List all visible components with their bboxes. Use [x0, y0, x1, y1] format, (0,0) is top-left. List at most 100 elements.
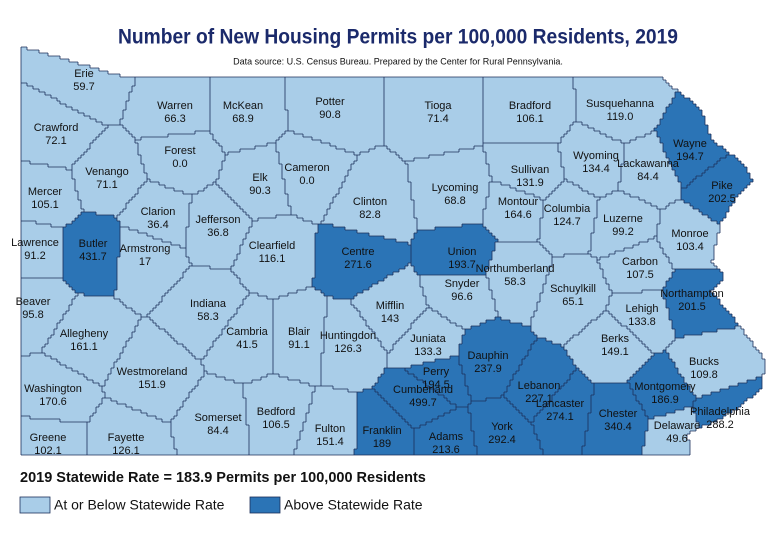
county	[147, 266, 249, 359]
county-value: 58.3	[504, 276, 525, 288]
county-name: Venango	[85, 166, 128, 178]
county-value: 119.0	[607, 111, 634, 123]
county-name: Fayette	[108, 432, 145, 444]
county	[483, 182, 543, 242]
county-name: Lawrence	[11, 237, 59, 249]
county	[420, 275, 498, 329]
statewide-unit: Permits per 100,000 Residents	[216, 470, 426, 486]
county	[117, 179, 192, 248]
county-name: Clarion	[141, 206, 176, 218]
county-value: 90.3	[249, 185, 270, 197]
county-name: Bucks	[689, 356, 719, 368]
county	[216, 143, 291, 221]
county-name: Susquehanna	[586, 98, 655, 110]
county	[666, 326, 765, 398]
county-value: 193.7	[448, 259, 476, 271]
county-value: 41.5	[236, 339, 257, 351]
county	[231, 215, 318, 299]
statewide-rate: 2019 Statewide Rate = 183.9 Permits per …	[20, 470, 426, 486]
county-value: 340.4	[604, 421, 632, 433]
county-name: Cambria	[226, 326, 268, 338]
county-name: Westmoreland	[117, 366, 188, 378]
county-name: Crawford	[34, 122, 79, 134]
county-name: Franklin	[362, 425, 401, 437]
county-value: 194.5	[422, 379, 450, 391]
county-name: Fulton	[315, 423, 346, 435]
county-name: Luzerne	[603, 213, 643, 225]
county-name: Wyoming	[573, 150, 619, 162]
county-name: Mifflin	[376, 300, 405, 312]
county	[321, 146, 417, 245]
county	[627, 350, 696, 419]
county-name: Adams	[429, 431, 464, 443]
county-value: 151.4	[316, 436, 344, 448]
county	[681, 155, 753, 224]
county-value: 71.4	[427, 113, 448, 125]
county	[483, 77, 576, 143]
county	[582, 383, 648, 455]
county-value: 201.5	[678, 301, 706, 313]
county-name: Perry	[423, 366, 450, 378]
county	[21, 353, 105, 422]
county-name: Northumberland	[476, 263, 555, 275]
county-name: Chester	[599, 408, 638, 420]
county	[531, 254, 612, 347]
county-name: Carbon	[622, 256, 658, 268]
county-value: 71.1	[96, 179, 117, 191]
county-name: Union	[448, 246, 477, 258]
county-name: Jefferson	[195, 214, 240, 226]
county-value: 288.2	[706, 419, 734, 431]
county-value: 202.5	[708, 193, 736, 205]
county-value: 237.9	[474, 363, 502, 375]
county-name: York	[491, 421, 513, 433]
county-name: Wayne	[673, 138, 707, 150]
county	[276, 131, 357, 224]
county-value: 126.3	[334, 343, 362, 355]
county	[120, 77, 210, 140]
county	[21, 278, 78, 356]
county	[531, 368, 594, 455]
county-name: Dauphin	[468, 350, 509, 362]
counties	[21, 47, 765, 455]
county	[693, 377, 762, 428]
county	[588, 191, 660, 260]
county-value: 124.7	[553, 216, 581, 228]
county-name: Indiana	[190, 298, 227, 310]
county	[564, 311, 654, 383]
county-value: 134.4	[582, 163, 610, 175]
county-value: 106.5	[262, 419, 290, 431]
title: Number of New Housing Permits per 100,00…	[118, 26, 678, 49]
county-name: McKean	[223, 100, 263, 112]
county-name: Berks	[601, 333, 630, 345]
county-value: 0.0	[172, 158, 187, 170]
statewide-value: 183.9	[176, 470, 212, 486]
statewide-prefix: 2019 Statewide Rate =	[20, 470, 172, 486]
county	[72, 125, 147, 218]
county-value: 271.6	[344, 259, 372, 271]
county-name: Delaware	[654, 420, 700, 432]
county	[573, 77, 678, 143]
county-value: 68.8	[444, 195, 465, 207]
county-name: Erie	[74, 68, 94, 80]
county	[186, 182, 252, 269]
county	[21, 416, 87, 455]
county-name: Tioga	[424, 100, 452, 112]
county-value: 292.4	[488, 434, 516, 446]
county-name: Mercer	[28, 186, 63, 198]
county-value: 431.7	[79, 251, 107, 263]
county-name: Butler	[79, 238, 108, 250]
legend-label: At or Below Statewide Rate	[54, 497, 225, 513]
legend-label: Above Statewide Rate	[284, 497, 423, 513]
county-name: Lancaster	[536, 398, 585, 410]
county-value: 36.8	[207, 227, 228, 239]
county-name: Northampton	[660, 288, 724, 300]
county-value: 133.3	[414, 346, 442, 358]
county-name: Forest	[164, 145, 195, 157]
county-value: 103.4	[676, 241, 704, 253]
county-name: Philadelphia	[690, 406, 751, 418]
county-name: Potter	[315, 96, 345, 108]
county-name: Clinton	[353, 196, 387, 208]
county	[21, 161, 84, 227]
county-name: Cumberland	[393, 384, 453, 396]
